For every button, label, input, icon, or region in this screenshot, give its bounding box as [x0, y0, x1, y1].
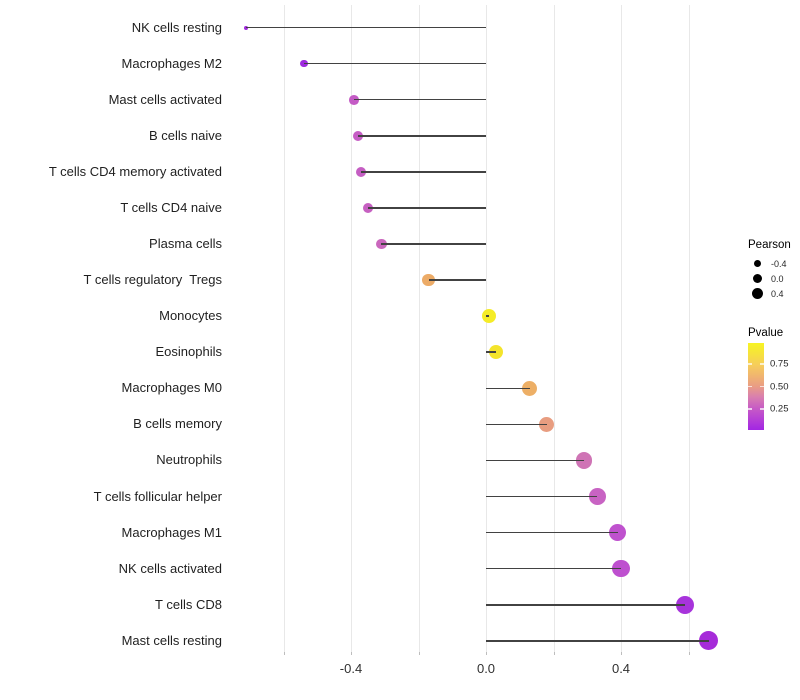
y-axis-label: Mast cells resting	[121, 632, 222, 648]
lollipop-segment	[486, 315, 490, 317]
gradient-tick	[748, 408, 752, 410]
axis-tick	[351, 652, 352, 655]
gradient-tick-label: 0.50	[770, 381, 789, 392]
lollipop-dot	[349, 94, 360, 105]
lollipop-segment	[486, 387, 530, 390]
y-axis-label: T cells regulatory Tregs	[83, 272, 222, 288]
gridline	[688, 5, 690, 652]
axis-tick	[621, 652, 622, 655]
gridline	[418, 5, 420, 652]
lollipop-segment	[486, 603, 686, 606]
y-axis-label: T cells CD4 memory activated	[48, 163, 222, 179]
x-tick-label: 0.0	[476, 661, 496, 676]
y-axis-label: B cells memory	[133, 416, 222, 432]
lollipop-segment	[486, 640, 709, 642]
gradient-tick	[760, 363, 764, 365]
lollipop-dot	[356, 166, 367, 177]
lollipop-dot	[422, 273, 435, 287]
gridline	[351, 5, 352, 652]
legend-size-label: 0.0	[771, 273, 784, 284]
legend-size-label: -0.4	[771, 258, 787, 269]
legend-pearson-title: Pearson	[748, 239, 791, 251]
lollipop-segment	[381, 243, 486, 245]
legend-pvalue-title: Pvalue	[748, 327, 784, 339]
lollipop-segment	[303, 62, 486, 65]
lollipop-segment	[486, 495, 598, 498]
gridline	[283, 5, 285, 652]
y-axis-label: Monocytes	[159, 308, 222, 324]
lollipop-segment	[486, 567, 621, 570]
axis-tick	[486, 652, 487, 655]
y-axis-label: Neutrophils	[156, 452, 222, 468]
y-axis-label: NK cells activated	[118, 560, 222, 576]
lollipop-segment	[361, 171, 486, 173]
lollipop-dot	[362, 202, 374, 214]
lollipop-dot	[375, 238, 387, 250]
lollipop-segment	[486, 531, 618, 534]
gradient-tick	[748, 385, 752, 388]
gridline	[553, 5, 555, 652]
x-tick-label: -0.4	[339, 661, 363, 676]
lollipop-dot	[352, 130, 363, 141]
gradient-tick-label: 0.25	[770, 403, 789, 415]
lollipop-segment	[486, 459, 584, 462]
lollipop-segment	[357, 134, 486, 137]
y-axis-label: Mast cells activated	[108, 91, 222, 107]
axis-tick	[283, 652, 285, 655]
y-axis-label: NK cells resting	[131, 19, 222, 35]
lollipop-dot	[299, 59, 308, 68]
gradient-tick	[760, 408, 764, 410]
gridline	[486, 5, 487, 652]
legend-size-dot	[752, 274, 762, 284]
y-axis-label: Macrophages M2	[121, 55, 222, 71]
x-tick-label: 0.4	[611, 661, 631, 676]
y-axis-label: Macrophages M0	[121, 380, 222, 396]
axis-tick	[688, 652, 690, 655]
y-axis-label: T cells CD8	[155, 596, 222, 612]
y-axis-label: T cells follicular helper	[93, 488, 222, 504]
lollipop-dot	[699, 631, 719, 651]
y-axis-label: Eosinophils	[155, 344, 223, 360]
legend-size-label: 0.4	[771, 288, 784, 299]
legend-size-dot	[753, 260, 761, 267]
gradient-tick-label: 0.75	[770, 358, 789, 370]
gradient-tick	[748, 363, 752, 365]
axis-tick	[553, 652, 555, 655]
lollipop-segment	[486, 423, 547, 426]
lollipop-segment	[246, 26, 486, 29]
lollipop-segment	[367, 207, 486, 209]
y-axis-label: Macrophages M1	[121, 524, 222, 540]
lollipop-segment	[354, 98, 486, 101]
y-axis-label: T cells CD4 naive	[120, 199, 222, 215]
gradient-tick	[760, 385, 764, 388]
gridline	[621, 5, 622, 652]
axis-tick	[418, 652, 420, 655]
lollipop-segment	[486, 351, 497, 353]
y-axis-label: B cells naive	[149, 127, 222, 143]
y-axis-label: Plasma cells	[149, 235, 222, 251]
lollipop-segment	[428, 279, 486, 281]
legend-size-dot	[751, 288, 763, 300]
